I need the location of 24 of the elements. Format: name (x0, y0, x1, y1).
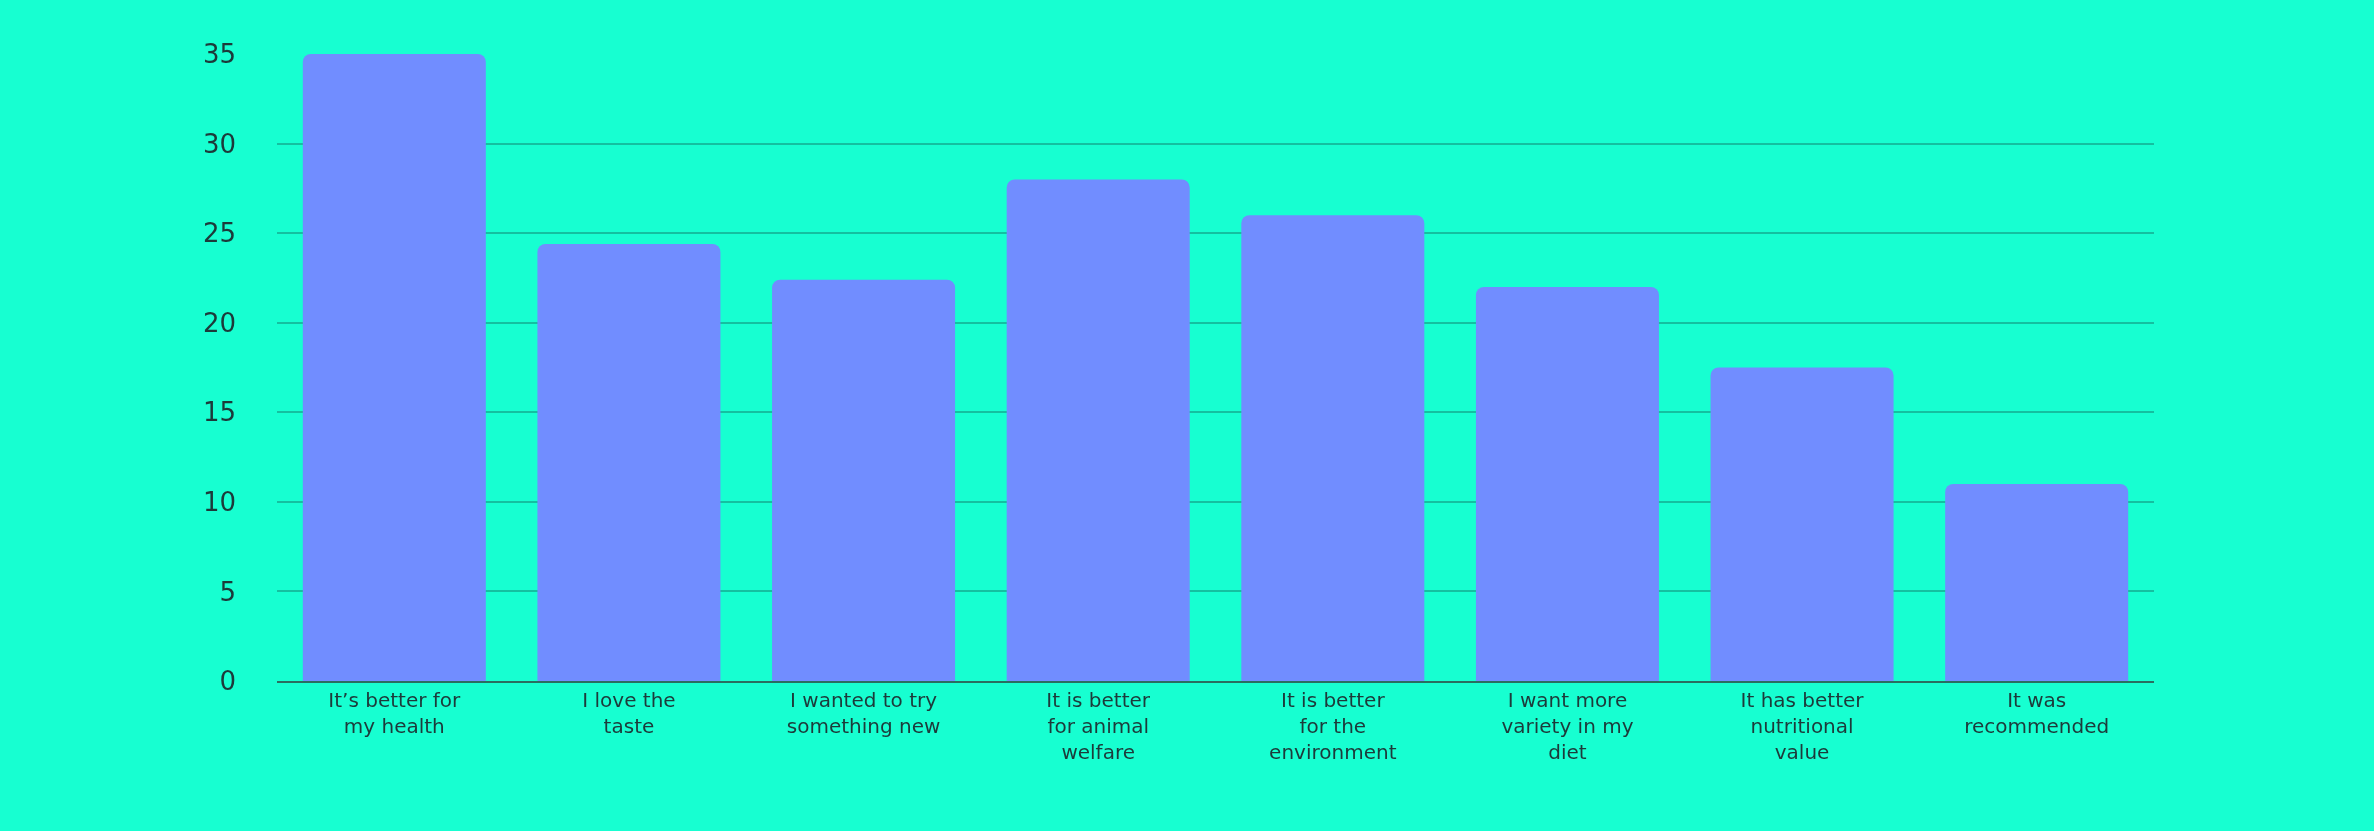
x-tick-label: It is better for animal welfare (1046, 688, 1151, 764)
x-tick-label: It was recommended (1964, 688, 2110, 738)
y-tick-label: 20 (202, 307, 236, 338)
bar (1710, 367, 1894, 681)
bar (1475, 286, 1659, 681)
bar (302, 54, 486, 681)
x-tick-label: It has better nutritional value (1740, 688, 1865, 764)
y-tick-label: 5 (219, 576, 236, 607)
x-tick-label: It’s better for my health (328, 688, 462, 738)
bar (537, 243, 721, 681)
y-tick-label: 0 (219, 666, 236, 697)
x-tick-label: I want more variety in my diet (1501, 688, 1634, 764)
bar (1006, 179, 1190, 681)
y-tick-label: 15 (202, 397, 236, 428)
x-tick-label: I love the taste (582, 688, 676, 738)
y-tick-label: 35 (202, 39, 236, 70)
x-tick-label: I wanted to try something new (786, 688, 941, 738)
y-tick-label: 30 (202, 128, 236, 159)
y-tick-label: 25 (202, 218, 236, 249)
bar (1241, 215, 1425, 681)
x-tick-label: It is better for the environment (1269, 688, 1397, 764)
y-tick-label: 10 (202, 486, 236, 517)
bar (1945, 483, 2129, 681)
bar (772, 279, 956, 681)
